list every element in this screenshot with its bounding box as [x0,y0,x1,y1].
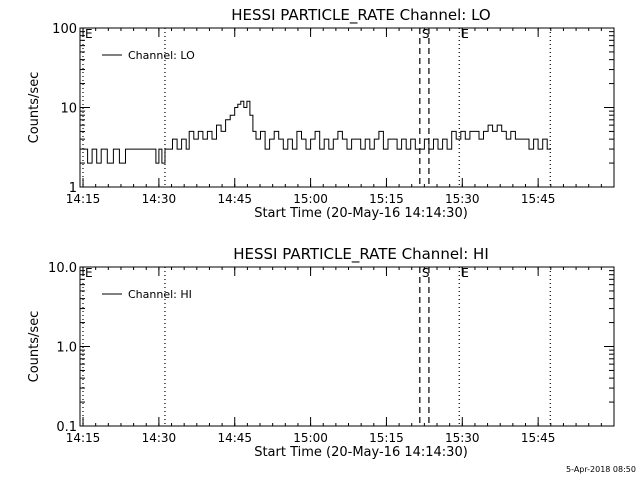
footer-timestamp: 5-Apr-2018 08:50 [566,465,636,474]
x-tick-label: 15:45 [521,192,556,206]
x-axis-label: Start Time (20-May-16 14:14:30) [254,206,468,221]
legend-entry: Channel: LO [128,49,195,62]
y-axis-label: Counts/sec [27,72,42,144]
y-tick-label: 1 [69,181,77,196]
time-marker-label: E [85,27,93,41]
time-marker-label: E [461,266,469,280]
time-marker-label: S [422,27,430,41]
x-tick-label: 14:30 [142,192,177,206]
time-marker-label: E [85,266,93,280]
chart-title: HESSI PARTICLE_RATE Channel: LO [231,6,490,25]
x-tick-label: 15:00 [293,431,328,445]
series-line [83,100,551,164]
y-tick-label: 0.1 [56,420,77,435]
x-tick-label: 14:15 [66,192,101,206]
x-tick-label: 15:15 [369,431,404,445]
legend-entry: Channel: HI [128,288,192,301]
x-tick-label: 15:15 [369,192,404,206]
time-marker-label: E [461,27,469,41]
x-tick-label: 15:30 [445,431,480,445]
x-axis-label: Start Time (20-May-16 14:14:30) [254,445,468,460]
x-tick-label: 15:00 [293,192,328,206]
panel-lo: HESSI PARTICLE_RATE Channel: LO 14:15 14:3… [27,6,615,221]
x-tick-label: 14:15 [66,431,101,445]
x-tick-label: 14:30 [142,431,177,445]
x-tick-label: 15:30 [445,192,480,206]
y-tick-label: 10.0 [48,261,77,276]
y-tick-label: 1.0 [56,341,77,356]
time-marker-label: S [422,266,430,280]
y-tick-label: 100 [52,22,77,37]
y-axis-label: Counts/sec [27,311,42,383]
x-tick-label: 14:45 [217,431,252,445]
y-tick-label: 10 [60,102,77,117]
x-tick-label: 14:45 [217,192,252,206]
chart-title: HESSI PARTICLE_RATE Channel: HI [233,245,489,264]
x-tick-label: 15:45 [521,431,556,445]
panel-hi: HESSI PARTICLE_RATE Channel: HI 14:15 14:3… [27,245,615,460]
